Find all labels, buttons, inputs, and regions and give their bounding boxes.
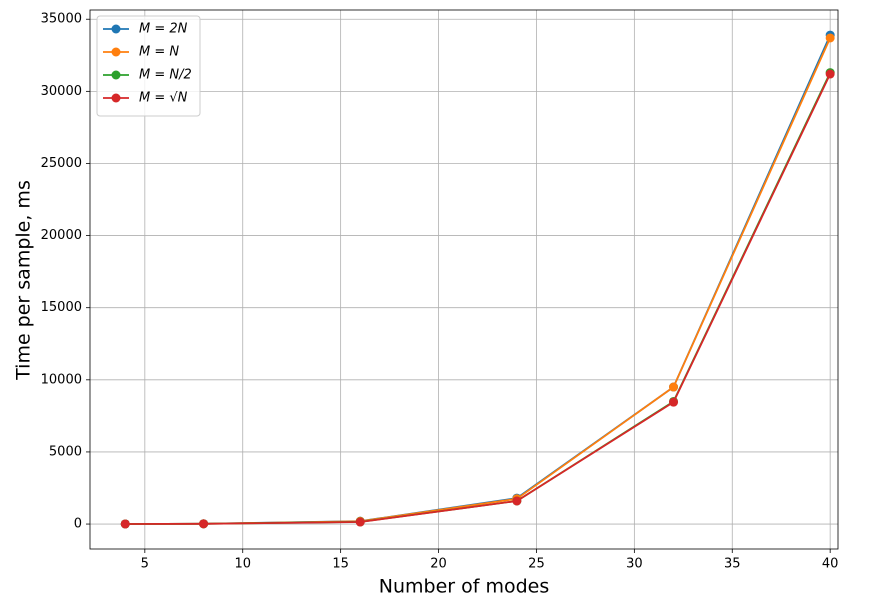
x-tick-label: 10 [234, 557, 251, 572]
data-point [669, 382, 679, 392]
legend-label: M = N/2 [139, 68, 192, 83]
series-line [125, 73, 831, 525]
x-tick-label: 35 [724, 557, 741, 572]
legend-label: M = 2N [139, 22, 188, 37]
legend-marker [111, 93, 121, 103]
y-tick-label: 10000 [41, 372, 82, 387]
y-tick-label: 5000 [49, 444, 82, 459]
data-point [199, 519, 209, 529]
y-tick-label: 35000 [41, 12, 82, 27]
x-tick-label: 20 [430, 557, 447, 572]
data-point [355, 517, 365, 527]
x-tick-label: 25 [528, 557, 545, 572]
legend-marker [111, 70, 121, 80]
y-tick-label: 30000 [41, 84, 82, 99]
data-point [512, 496, 522, 506]
y-axis-label: Time per sample, ms [13, 180, 35, 381]
legend-label: M = √N [139, 91, 188, 106]
legend-marker [111, 24, 121, 34]
x-tick-label: 15 [332, 557, 349, 572]
x-axis-label: Number of modes [379, 576, 550, 598]
x-tick-label: 30 [626, 557, 643, 572]
x-tick-label: 40 [822, 557, 839, 572]
data-point [120, 519, 130, 529]
data-point [825, 33, 835, 43]
y-tick-label: 15000 [41, 300, 82, 315]
y-tick-label: 20000 [41, 228, 82, 243]
legend-box [96, 15, 201, 117]
x-tick-label: 5 [141, 557, 149, 572]
legend-label: M = N [139, 45, 179, 60]
legend-marker [111, 47, 121, 57]
data-point [825, 69, 835, 79]
plot-frame [89, 9, 839, 550]
y-tick-label: 25000 [41, 156, 82, 171]
legend: M = 2N M = N M = N/2 M = √N [96, 15, 201, 117]
data-point [669, 397, 679, 407]
y-tick-label: 0 [74, 517, 82, 532]
